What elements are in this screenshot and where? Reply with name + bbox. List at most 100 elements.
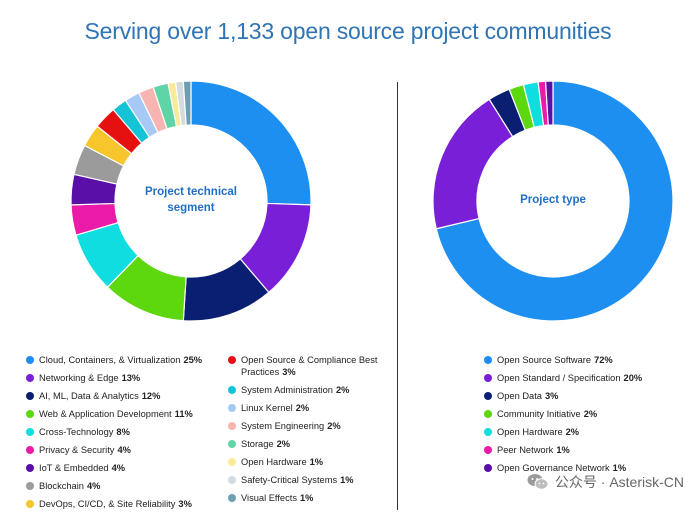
legend-label: Open Data xyxy=(497,391,542,401)
legend-value: 4% xyxy=(86,481,101,491)
technical-segment-slice-1 xyxy=(190,80,312,206)
legend-value: 3% xyxy=(282,367,296,377)
legend-swatch xyxy=(228,458,236,466)
wechat-icon xyxy=(527,473,549,491)
technical-segment-legend-item: Privacy & Security 4% xyxy=(26,444,221,462)
legend-label: Linux Kernel xyxy=(241,403,293,413)
legend-swatch xyxy=(26,392,34,400)
legend-value: 11% xyxy=(174,409,193,419)
legend-swatch xyxy=(26,482,34,490)
legend-swatch xyxy=(484,410,492,418)
technical-segment-legend-col1: Cloud, Containers, & Virtualization 25% Ne… xyxy=(26,354,221,516)
legend-swatch xyxy=(484,356,492,364)
legend-label: Open Hardware xyxy=(241,457,307,467)
legend-value: 25% xyxy=(183,355,203,365)
legend-value: 13% xyxy=(121,373,141,383)
technical-segment-legend-item: DevOps, CI/CD, & Site Reliability 3% xyxy=(26,498,221,516)
legend-swatch xyxy=(484,374,492,382)
project-type-legend-item: Open Hardware 2% xyxy=(484,426,684,444)
legend-label: Open Governance Network xyxy=(497,463,610,473)
legend-swatch xyxy=(228,386,236,394)
technical-segment-legend-item: Blockchain 4% xyxy=(26,480,221,498)
legend-label: Web & Application Development xyxy=(39,409,172,419)
technical-segment-legend-col2: Open Source & Compliance Best Practices 3… xyxy=(228,354,388,510)
technical-segment-legend-item: Cloud, Containers, & Virtualization 25% xyxy=(26,354,221,372)
chart-divider xyxy=(397,82,398,510)
legend-swatch xyxy=(26,356,34,364)
legend-value: 12% xyxy=(141,391,161,401)
legend-value: 1% xyxy=(309,457,324,467)
project-type-legend: Open Source Software 72% Open Standard / S… xyxy=(484,354,684,480)
legend-swatch xyxy=(26,410,34,418)
legend-value: 1% xyxy=(556,445,570,455)
legend-swatch xyxy=(26,428,34,436)
project-type-slice-1 xyxy=(435,80,674,322)
legend-label: Storage xyxy=(241,439,274,449)
legend-label: DevOps, CI/CD, & Site Reliability xyxy=(39,499,176,509)
legend-swatch xyxy=(228,440,236,448)
watermark: 公众号 · Asterisk-CN xyxy=(527,472,684,492)
legend-label: Cloud, Containers, & Virtualization xyxy=(39,355,181,365)
technical-segment-slice-17 xyxy=(182,80,192,126)
legend-value: 1% xyxy=(300,493,314,503)
legend-value: 2% xyxy=(335,385,350,395)
legend-label: Cross-Technology xyxy=(39,427,114,437)
project-type-slice-2 xyxy=(432,98,514,230)
project-type-legend-item: Open Governance Network 1% xyxy=(484,462,684,480)
legend-label: System Administration xyxy=(241,385,333,395)
technical-segment-legend-item: System Engineering 2% xyxy=(228,420,388,438)
legend-value: 2% xyxy=(327,421,341,431)
legend-value: 2% xyxy=(295,403,310,413)
legend-label: System Engineering xyxy=(241,421,325,431)
legend-label: Privacy & Security xyxy=(39,445,115,455)
technical-segment-legend-item: Open Hardware 1% xyxy=(228,456,388,474)
legend-value: 8% xyxy=(116,427,130,437)
legend-value: 3% xyxy=(178,499,192,509)
legend-label: Open Source Software xyxy=(497,355,592,365)
legend-label: Peer Network xyxy=(497,445,554,455)
legend-value: 2% xyxy=(276,439,290,449)
legend-swatch xyxy=(484,392,492,400)
legend-swatch xyxy=(26,446,34,454)
legend-label: Networking & Edge xyxy=(39,373,119,383)
legend-label: Visual Effects xyxy=(241,493,297,503)
legend-swatch xyxy=(228,476,236,484)
legend-value: 1% xyxy=(340,475,354,485)
technical-segment-legend-item: Networking & Edge 13% xyxy=(26,372,221,390)
page-title: Serving over 1,133 open source project c… xyxy=(84,18,612,44)
legend-value: 4% xyxy=(111,463,126,473)
legend-value: 2% xyxy=(565,427,580,437)
technical-segment-legend-item: Safety-Critical Systems 1% xyxy=(228,474,388,492)
legend-swatch xyxy=(228,422,236,430)
legend-value: 72% xyxy=(594,355,613,365)
legend-value: 2% xyxy=(583,409,598,419)
technical-segment-legend-item: Visual Effects 1% xyxy=(228,492,388,510)
technical-segment-legend-item: Cross-Technology 8% xyxy=(26,426,221,444)
legend-swatch xyxy=(26,374,34,382)
watermark-text: 公众号 · Asterisk-CN xyxy=(554,474,684,490)
technical-segment-center-label: Project technical segment xyxy=(144,186,238,214)
legend-label: Community Initiative xyxy=(497,409,581,419)
technical-segment-legend-item: Open Source & Compliance Best Practices 3… xyxy=(228,354,388,384)
project-type-legend-item: Open Data 3% xyxy=(484,390,684,408)
legend-swatch xyxy=(228,404,236,412)
legend-label: Open Standard / Specification xyxy=(497,373,621,383)
legend-value: 20% xyxy=(623,373,643,383)
technical-segment-legend-item: Linux Kernel 2% xyxy=(228,402,388,420)
legend-label: Blockchain xyxy=(39,481,84,491)
legend-label: Safety-Critical Systems xyxy=(241,475,338,485)
legend-label: Open Hardware xyxy=(497,427,563,437)
legend-swatch xyxy=(484,428,492,436)
legend-label: AI, ML, Data & Analytics xyxy=(39,391,139,401)
project-type-legend-item: Open Standard / Specification 20% xyxy=(484,372,684,390)
legend-swatch xyxy=(228,356,236,364)
project-type-legend-item: Community Initiative 2% xyxy=(484,408,684,426)
legend-label: IoT & Embedded xyxy=(39,463,109,473)
technical-segment-legend-item: IoT & Embedded 4% xyxy=(26,462,221,480)
legend-label: Open Source & Compliance Best Practices xyxy=(241,355,378,377)
technical-segment-legend-item: Web & Application Development 11% xyxy=(26,408,221,426)
project-type-legend-item: Peer Network 1% xyxy=(484,444,684,462)
legend-swatch xyxy=(484,446,492,454)
